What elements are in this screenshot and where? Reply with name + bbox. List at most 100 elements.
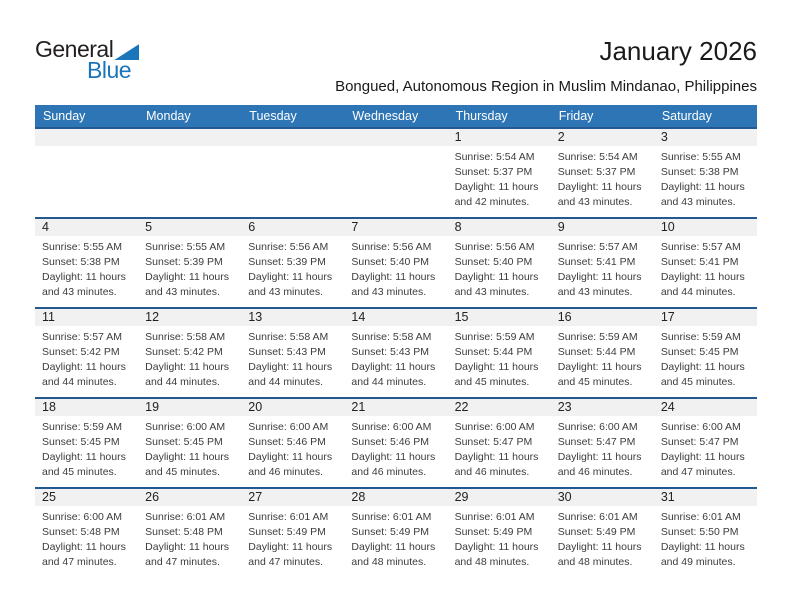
daylight-text: Daylight: 11 hours and 45 minutes. bbox=[660, 361, 745, 388]
calendar-day-cell: 14 Sunrise: 5:58 AM Sunset: 5:43 PM Dayligh… bbox=[344, 309, 448, 397]
daylight-text: Daylight: 11 hours and 44 minutes. bbox=[42, 361, 126, 388]
location-subtitle: Bongued, Autonomous Region in Muslim Min… bbox=[335, 78, 757, 95]
calendar-day-cell: 15 Sunrise: 5:59 AM Sunset: 5:44 PM Dayligh… bbox=[447, 309, 551, 397]
calendar-day-cell: 6 Sunrise: 5:56 AM Sunset: 5:39 PM Daylight… bbox=[241, 219, 345, 307]
weekday-header-sunday: Sunday bbox=[43, 109, 86, 123]
sunrise-text: Sunrise: 6:00 AM bbox=[454, 421, 535, 433]
daylight-text: Daylight: 11 hours and 44 minutes. bbox=[351, 361, 436, 388]
sunrise-text: Sunrise: 6:00 AM bbox=[248, 421, 329, 433]
calendar-day-cell: 25 Sunrise: 6:00 AM Sunset: 5:48 PM Dayligh… bbox=[35, 489, 139, 577]
general-blue-logo: General Blue bbox=[35, 38, 140, 82]
day-number: 9 bbox=[550, 219, 654, 236]
sunrise-text: Sunrise: 6:01 AM bbox=[660, 511, 741, 523]
sunrise-text: Sunrise: 6:01 AM bbox=[557, 511, 638, 523]
sunrise-text: Sunrise: 5:54 AM bbox=[557, 151, 638, 163]
sunrise-text: Sunrise: 5:59 AM bbox=[660, 331, 741, 343]
calendar-day-cell: 5 Sunrise: 5:55 AM Sunset: 5:39 PM Daylight… bbox=[138, 219, 242, 307]
logo-line-1: General bbox=[35, 38, 140, 61]
calendar-day-cell: 2 Sunrise: 5:54 AM Sunset: 5:37 PM Daylight… bbox=[550, 129, 654, 217]
day-number: 31 bbox=[653, 489, 757, 506]
daylight-text: Daylight: 11 hours and 48 minutes. bbox=[454, 541, 539, 568]
daylight-text: Daylight: 11 hours and 44 minutes. bbox=[660, 271, 745, 298]
sunset-text: Sunset: 5:40 PM bbox=[351, 256, 430, 268]
sunrise-text: Sunrise: 5:57 AM bbox=[557, 241, 638, 253]
sunrise-text: Sunrise: 5:58 AM bbox=[351, 331, 432, 343]
day-details: Sunrise: 5:57 AM Sunset: 5:41 PM Daylight:… bbox=[551, 236, 654, 300]
day-number: 19 bbox=[138, 399, 242, 416]
day-number: 12 bbox=[138, 309, 242, 326]
day-number: 13 bbox=[241, 309, 345, 326]
sunrise-text: Sunrise: 5:55 AM bbox=[145, 241, 226, 253]
calendar-day-cell: 3 Sunrise: 5:55 AM Sunset: 5:38 PM Daylight… bbox=[653, 129, 757, 217]
sunset-text: Sunset: 5:48 PM bbox=[42, 526, 120, 538]
sunrise-text: Sunrise: 6:00 AM bbox=[660, 421, 741, 433]
sunrise-text: Sunrise: 5:58 AM bbox=[248, 331, 329, 343]
sunrise-text: Sunrise: 5:55 AM bbox=[660, 151, 741, 163]
calendar-day-cell: 31 Sunrise: 6:01 AM Sunset: 5:50 PM Dayligh… bbox=[653, 489, 757, 577]
sunset-text: Sunset: 5:46 PM bbox=[351, 436, 430, 448]
sunset-text: Sunset: 5:45 PM bbox=[42, 436, 120, 448]
calendar-weeks: 1 Sunrise: 5:54 AM Sunset: 5:37 PM Daylight… bbox=[35, 127, 757, 577]
calendar-empty-cell bbox=[138, 129, 242, 217]
calendar-empty-cell bbox=[241, 129, 345, 217]
sunset-text: Sunset: 5:47 PM bbox=[557, 436, 636, 448]
sunset-text: Sunset: 5:50 PM bbox=[660, 526, 739, 538]
day-number: 27 bbox=[241, 489, 345, 506]
sunset-text: Sunset: 5:45 PM bbox=[660, 346, 739, 358]
sunset-text: Sunset: 5:42 PM bbox=[42, 346, 120, 358]
calendar-day-cell: 24 Sunrise: 6:00 AM Sunset: 5:47 PM Dayligh… bbox=[653, 399, 757, 487]
day-details: Sunrise: 5:55 AM Sunset: 5:38 PM Daylight:… bbox=[35, 236, 138, 300]
calendar-day-cell: 1 Sunrise: 5:54 AM Sunset: 5:37 PM Daylight… bbox=[447, 129, 551, 217]
daylight-text: Daylight: 11 hours and 45 minutes. bbox=[145, 451, 229, 478]
day-details: Sunrise: 5:54 AM Sunset: 5:37 PM Daylight:… bbox=[448, 146, 551, 210]
calendar-empty-cell bbox=[344, 129, 448, 217]
calendar-day-cell: 26 Sunrise: 6:01 AM Sunset: 5:48 PM Dayligh… bbox=[138, 489, 242, 577]
day-details: Sunrise: 5:57 AM Sunset: 5:42 PM Daylight:… bbox=[35, 326, 138, 390]
calendar-day-cell: 12 Sunrise: 5:58 AM Sunset: 5:42 PM Dayligh… bbox=[138, 309, 242, 397]
sunrise-text: Sunrise: 6:01 AM bbox=[454, 511, 535, 523]
day-details: Sunrise: 6:00 AM Sunset: 5:47 PM Daylight:… bbox=[551, 416, 654, 480]
day-details: Sunrise: 6:00 AM Sunset: 5:47 PM Daylight:… bbox=[654, 416, 757, 480]
calendar-day-cell: 28 Sunrise: 6:01 AM Sunset: 5:49 PM Dayligh… bbox=[344, 489, 448, 577]
daylight-text: Daylight: 11 hours and 43 minutes. bbox=[145, 271, 229, 298]
day-number bbox=[344, 129, 448, 146]
day-number: 8 bbox=[447, 219, 551, 236]
weekday-header-row: Sunday Monday Tuesday Wednesday Thursday… bbox=[35, 105, 757, 127]
sunrise-text: Sunrise: 6:00 AM bbox=[42, 511, 122, 523]
calendar-day-cell: 4 Sunrise: 5:55 AM Sunset: 5:38 PM Daylight… bbox=[35, 219, 139, 307]
calendar-day-cell: 22 Sunrise: 6:00 AM Sunset: 5:47 PM Dayligh… bbox=[447, 399, 551, 487]
calendar-day-cell: 8 Sunrise: 5:56 AM Sunset: 5:40 PM Daylight… bbox=[447, 219, 551, 307]
day-details: Sunrise: 5:56 AM Sunset: 5:40 PM Daylight:… bbox=[448, 236, 551, 300]
day-number bbox=[241, 129, 345, 146]
daylight-text: Daylight: 11 hours and 47 minutes. bbox=[145, 541, 229, 568]
sunset-text: Sunset: 5:38 PM bbox=[42, 256, 120, 268]
day-details: Sunrise: 5:58 AM Sunset: 5:42 PM Daylight:… bbox=[138, 326, 241, 390]
daylight-text: Daylight: 11 hours and 46 minutes. bbox=[248, 451, 333, 478]
calendar-day-cell: 29 Sunrise: 6:01 AM Sunset: 5:49 PM Dayligh… bbox=[447, 489, 551, 577]
day-details: Sunrise: 6:00 AM Sunset: 5:46 PM Daylight:… bbox=[241, 416, 344, 480]
daylight-text: Daylight: 11 hours and 48 minutes. bbox=[557, 541, 642, 568]
day-details: Sunrise: 5:59 AM Sunset: 5:45 PM Daylight:… bbox=[35, 416, 138, 480]
day-details: Sunrise: 6:01 AM Sunset: 5:49 PM Daylight:… bbox=[344, 506, 447, 570]
day-number: 24 bbox=[653, 399, 757, 416]
calendar-empty-cell bbox=[35, 129, 139, 217]
calendar-day-cell: 20 Sunrise: 6:00 AM Sunset: 5:46 PM Dayligh… bbox=[241, 399, 345, 487]
day-details: Sunrise: 5:58 AM Sunset: 5:43 PM Daylight:… bbox=[241, 326, 344, 390]
day-number: 3 bbox=[653, 129, 757, 146]
daylight-text: Daylight: 11 hours and 45 minutes. bbox=[454, 361, 539, 388]
daylight-text: Daylight: 11 hours and 43 minutes. bbox=[351, 271, 436, 298]
daylight-text: Daylight: 11 hours and 43 minutes. bbox=[660, 181, 745, 208]
day-details: Sunrise: 6:01 AM Sunset: 5:49 PM Daylight:… bbox=[551, 506, 654, 570]
sunset-text: Sunset: 5:37 PM bbox=[557, 166, 636, 178]
calendar-day-cell: 10 Sunrise: 5:57 AM Sunset: 5:41 PM Dayligh… bbox=[653, 219, 757, 307]
day-number: 22 bbox=[447, 399, 551, 416]
day-details: Sunrise: 5:59 AM Sunset: 5:44 PM Daylight:… bbox=[448, 326, 551, 390]
day-details: Sunrise: 6:01 AM Sunset: 5:49 PM Daylight:… bbox=[448, 506, 551, 570]
sunrise-text: Sunrise: 6:00 AM bbox=[145, 421, 226, 433]
calendar-week-row: 4 Sunrise: 5:55 AM Sunset: 5:38 PM Daylight… bbox=[35, 217, 757, 307]
sunrise-text: Sunrise: 6:01 AM bbox=[248, 511, 329, 523]
day-number: 23 bbox=[550, 399, 654, 416]
day-details: Sunrise: 5:59 AM Sunset: 5:44 PM Daylight:… bbox=[551, 326, 654, 390]
day-number: 30 bbox=[550, 489, 654, 506]
daylight-text: Daylight: 11 hours and 42 minutes. bbox=[454, 181, 539, 208]
